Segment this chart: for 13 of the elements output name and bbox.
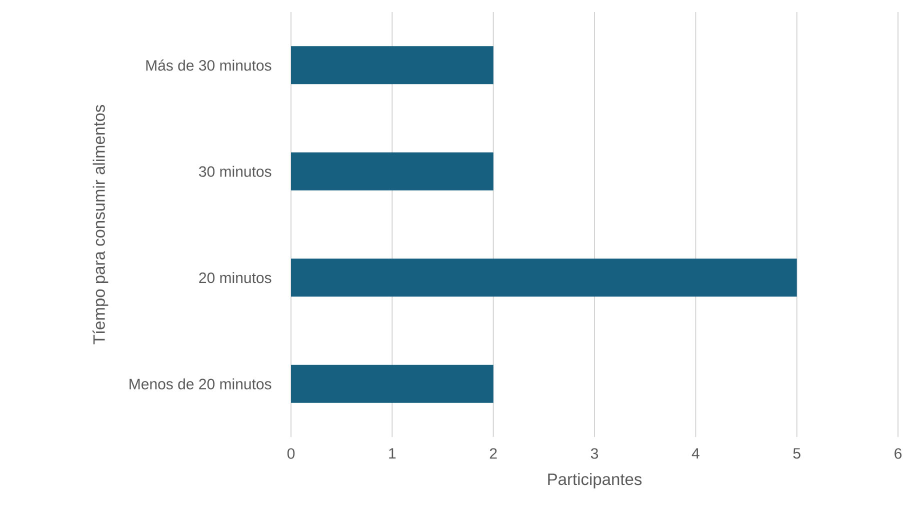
x-tick-label: 4 [692,448,700,459]
x-tick-label: 6 [894,448,902,459]
x-tick-label: 3 [590,448,598,459]
y-tick-label: Menos de 20 minutos [130,378,272,390]
x-tick-label: 0 [287,448,295,459]
x-tick-label: 2 [490,448,497,459]
y-axis-title: Tíempo para consumir alimentos [92,104,108,344]
y-tick-label: 20 minutos [199,272,272,284]
y-tick-label: Más de 30 minutos [146,60,272,71]
x-axis-title: Participantes [548,473,642,488]
x-tick-label: 5 [793,448,800,459]
x-tick-label: 1 [389,448,396,459]
y-tick-label: 30 minutos [199,166,272,177]
